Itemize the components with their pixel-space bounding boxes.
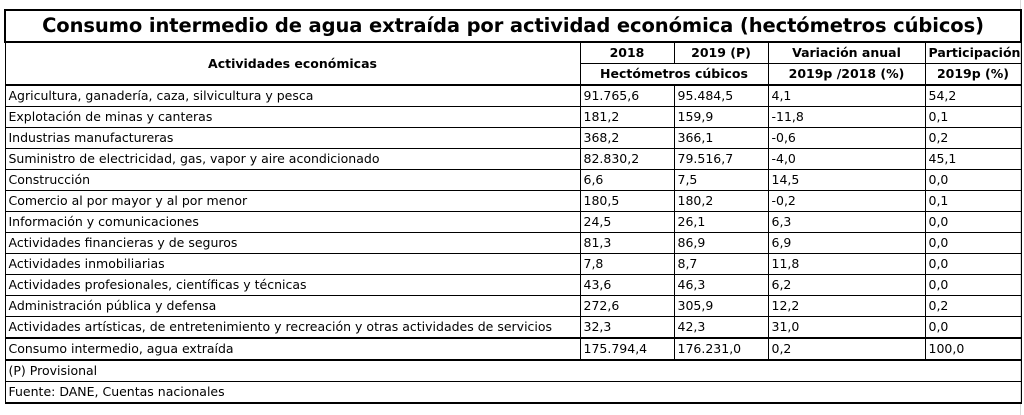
table-row: Información y comunicaciones 24,5 26,1 6,3 0…	[4, 211, 1022, 233]
row-activity: Actividades profesionales, científicas y…	[4, 274, 581, 296]
total-activity: Consumo intermedio, agua extraída	[4, 337, 581, 361]
row-2018: 91.765,6	[579, 84, 675, 107]
row-2018: 7,8	[579, 253, 675, 275]
row-variation: 12,2	[767, 295, 926, 317]
row-activity: Administración pública y defensa	[4, 295, 581, 317]
row-2019: 180,2	[673, 190, 769, 212]
row-2018: 32,3	[579, 316, 675, 339]
row-variation: -4,0	[767, 148, 926, 170]
row-share: 0,0	[924, 274, 1022, 296]
row-variation: 31,0	[767, 316, 926, 339]
row-share: 0,0	[924, 316, 1022, 339]
header-2018: 2018	[579, 41, 675, 64]
row-2019: 366,1	[673, 127, 769, 149]
header-2019: 2019 (P)	[673, 41, 769, 64]
row-activity: Suministro de electricidad, gas, vapor y…	[4, 148, 581, 170]
water-consumption-table: Consumo intermedio de agua extraída por …	[4, 9, 1022, 404]
row-activity: Actividades inmobiliarias	[4, 253, 581, 275]
row-share: 45,1	[924, 148, 1022, 170]
row-share: 54,2	[924, 84, 1022, 107]
table-row: Actividades artísticas, de entretenimien…	[4, 316, 1022, 339]
row-activity: Industrias manufactureras	[4, 127, 581, 149]
row-2019: 8,7	[673, 253, 769, 275]
table-row: Suministro de electricidad, gas, vapor y…	[4, 148, 1022, 170]
total-share: 100,0	[924, 337, 1022, 361]
row-2019: 86,9	[673, 232, 769, 254]
row-variation: 4,1	[767, 84, 926, 107]
row-2018: 24,5	[579, 211, 675, 233]
row-activity: Información y comunicaciones	[4, 211, 581, 233]
row-variation: 6,3	[767, 211, 926, 233]
row-2018: 81,3	[579, 232, 675, 254]
total-2018: 175.794,4	[579, 337, 675, 361]
table-row: Construcción 6,6 7,5 14,5 0,0	[4, 169, 1022, 191]
row-2019: 7,5	[673, 169, 769, 191]
header-share-sub: 2019p (%)	[924, 63, 1022, 86]
table-row: Comercio al por mayor y al por menor 180,…	[4, 190, 1022, 212]
row-activity: Explotación de minas y canteras	[4, 106, 581, 128]
row-2018: 6,6	[579, 169, 675, 191]
header-variation: Variación anual	[767, 41, 926, 64]
row-2019: 159,9	[673, 106, 769, 128]
header-variation-sub: 2019p /2018 (%)	[767, 63, 926, 86]
row-2019: 79.516,7	[673, 148, 769, 170]
table-row: Actividades financieras y de seguros 81,3…	[4, 232, 1022, 254]
row-variation: 6,2	[767, 274, 926, 296]
row-variation: -0,2	[767, 190, 926, 212]
row-activity: Construcción	[4, 169, 581, 191]
row-2019: 95.484,5	[673, 84, 769, 107]
row-2019: 305,9	[673, 295, 769, 317]
table-row: Actividades inmobiliarias 7,8 8,7 11,8 0,0	[4, 253, 1022, 275]
row-share: 0,0	[924, 211, 1022, 233]
note-source: Fuente: DANE, Cuentas nacionales	[4, 381, 1022, 404]
row-activity: Actividades financieras y de seguros	[4, 232, 581, 254]
table-row: Agricultura, ganadería, caza, silvicultu…	[4, 84, 1022, 107]
row-share: 0,2	[924, 295, 1022, 317]
row-share: 0,0	[924, 169, 1022, 191]
row-2019: 42,3	[673, 316, 769, 339]
row-variation: 6,9	[767, 232, 926, 254]
row-2018: 180,5	[579, 190, 675, 212]
table-row: Administración pública y defensa 272,6 305…	[4, 295, 1022, 317]
table-row: Industrias manufactureras 368,2 366,1 -0,6 0…	[4, 127, 1022, 149]
header-units: Hectómetros cúbicos	[579, 63, 769, 86]
row-2018: 272,6	[579, 295, 675, 317]
row-2019: 26,1	[673, 211, 769, 233]
row-2019: 46,3	[673, 274, 769, 296]
row-variation: 14,5	[767, 169, 926, 191]
table-row: Explotación de minas y canteras 181,2 159,…	[4, 106, 1022, 128]
row-variation: 11,8	[767, 253, 926, 275]
row-variation: -11,8	[767, 106, 926, 128]
table-row: Actividades profesionales, científicas y…	[4, 274, 1022, 296]
header-activity: Actividades económicas	[4, 41, 581, 86]
row-share: 0,1	[924, 190, 1022, 212]
row-share: 0,1	[924, 106, 1022, 128]
total-variation: 0,2	[767, 337, 926, 361]
row-share: 0,0	[924, 253, 1022, 275]
row-2018: 82.830,2	[579, 148, 675, 170]
row-2018: 181,2	[579, 106, 675, 128]
row-share: 0,0	[924, 232, 1022, 254]
row-share: 0,2	[924, 127, 1022, 149]
row-variation: -0,6	[767, 127, 926, 149]
note-provisional: (P) Provisional	[4, 359, 1022, 382]
header-share: Participación	[924, 41, 1022, 64]
row-activity: Agricultura, ganadería, caza, silvicultu…	[4, 84, 581, 107]
row-2018: 368,2	[579, 127, 675, 149]
row-activity: Actividades artísticas, de entretenimien…	[4, 316, 581, 339]
table-title: Consumo intermedio de agua extraída por …	[4, 9, 1022, 43]
total-2019: 176.231,0	[673, 337, 769, 361]
row-2018: 43,6	[579, 274, 675, 296]
row-activity: Comercio al por mayor y al por menor	[4, 190, 581, 212]
